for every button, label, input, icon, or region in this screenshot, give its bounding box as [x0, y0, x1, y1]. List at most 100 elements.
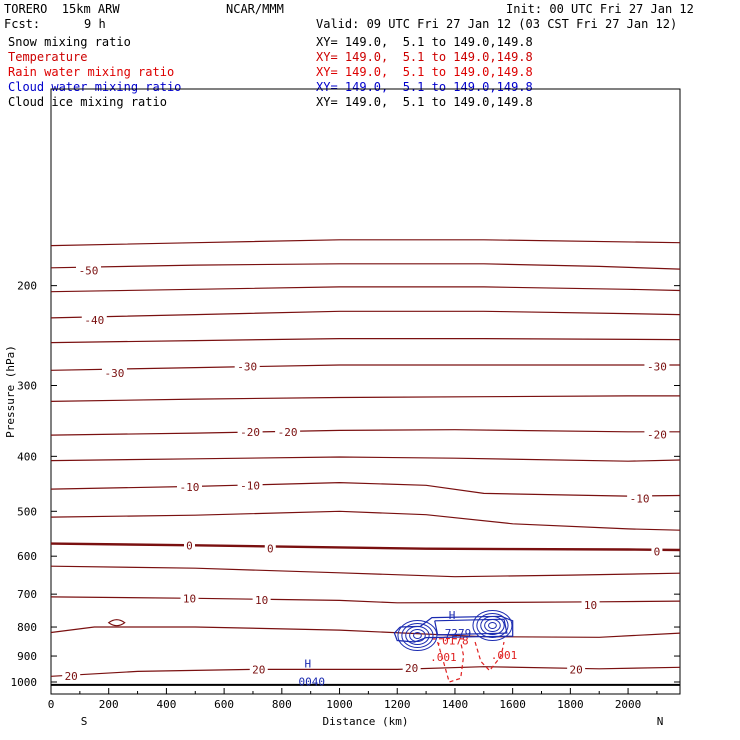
- rain-water-contour: [431, 637, 467, 640]
- temperature-label: -20: [240, 426, 260, 439]
- temperature-label-bg: [264, 542, 276, 555]
- temperature-label: 20: [405, 662, 418, 675]
- field-name-rain: Rain water mixing ratio: [8, 65, 175, 79]
- cloud-water-min-value: 0040: [299, 676, 326, 689]
- y-tick-label: 1000: [11, 676, 38, 689]
- temperature-label: -10: [180, 481, 200, 494]
- temperature-contour: [50, 364, 680, 371]
- organization: NCAR/MMM: [226, 2, 284, 16]
- x-end-label-south: S: [81, 715, 88, 728]
- field-xy-rain: XY= 149.0, 5.1 to 149.0,149.8: [316, 65, 533, 79]
- cloud-water-contour: [434, 618, 508, 636]
- temperature-label: -10: [240, 479, 260, 492]
- y-tick-label: 500: [17, 505, 37, 518]
- x-tick-label: 400: [156, 698, 176, 711]
- temperature-label: 0: [186, 540, 193, 553]
- temperature-label: -30: [647, 361, 667, 374]
- cloud-water-cell-ring: [476, 612, 509, 638]
- temperature-contour: [50, 481, 681, 497]
- x-end-label-north: N: [657, 715, 664, 728]
- temperature-eddy: [107, 619, 126, 627]
- temperature-label-bg: [183, 539, 195, 552]
- cloud-water-cell-ring: [409, 629, 426, 643]
- rain-water-contour: [437, 641, 465, 683]
- temperature-label: 10: [584, 599, 597, 612]
- temperature-contour: [50, 542, 681, 552]
- temperature-label-bg: [581, 599, 600, 612]
- cloud-water-cell-ring: [405, 626, 430, 646]
- cloud-water-cell-ring: [413, 632, 422, 640]
- temperature-label-bg: [234, 360, 260, 373]
- rain-water-label: .001: [430, 651, 457, 664]
- temperature-contour: [50, 666, 681, 677]
- temperature-contour: [50, 429, 680, 436]
- field-name-temperature: Temperature: [8, 50, 88, 64]
- plot-frame: [50, 88, 681, 695]
- x-tick-label: 1000: [326, 698, 353, 711]
- cloud-water-cell-ring: [401, 623, 434, 649]
- temperature-label-bg: [644, 428, 670, 441]
- temperature-label: -50: [79, 264, 99, 277]
- forecast-hours: 9 h: [84, 17, 106, 31]
- temperature-label-bg: [651, 545, 663, 558]
- x-tick-label: 1800: [557, 698, 584, 711]
- cloud-water-cell-ring: [472, 609, 513, 641]
- y-tick-label: 600: [17, 550, 37, 563]
- field-name-cloud-water: Cloud water mixing ratio: [8, 80, 182, 94]
- temperature-label-bg: [62, 670, 81, 683]
- cloud-water-min-marker: H: [304, 658, 311, 671]
- y-axis-title: Pressure (hPa): [4, 345, 17, 438]
- cloud-water-contour: [393, 615, 514, 643]
- temperature-label: -30: [105, 367, 125, 380]
- temperature-contour: [50, 310, 681, 319]
- temperature-label-bg: [176, 480, 202, 493]
- temperature-contour: [50, 510, 681, 531]
- cloud-water-cell-ring: [488, 621, 497, 629]
- temperature-label: -40: [84, 314, 104, 327]
- valid-time: Valid: 09 UTC Fri 27 Jan 12 (03 CST Fri …: [316, 17, 678, 31]
- temperature-label-bg: [402, 662, 421, 675]
- temperature-label-bg: [76, 264, 102, 277]
- temperature-label: 20: [252, 664, 265, 677]
- field-xy-cloud-ice: XY= 149.0, 5.1 to 149.0,149.8: [316, 95, 533, 109]
- y-tick-label: 400: [17, 450, 37, 463]
- rain-water-contour: [474, 641, 505, 672]
- field-xy-temperature: XY= 149.0, 5.1 to 149.0,149.8: [316, 50, 533, 64]
- temperature-label: -20: [278, 426, 298, 439]
- temperature-label-bg: [275, 425, 301, 438]
- init-time: Init: 00 UTC Fri 27 Jan 12: [506, 2, 694, 16]
- cloud-water-cell-ring: [397, 620, 438, 652]
- temperature-label-bg: [101, 366, 127, 379]
- temperature-label: 10: [255, 594, 268, 607]
- temperature-contour: [50, 338, 681, 344]
- temperature-contour: [50, 395, 680, 402]
- x-tick-label: 800: [272, 698, 292, 711]
- model-title: TORERO 15km ARW: [4, 2, 120, 16]
- temperature-contour: [50, 456, 681, 462]
- temperature-label-bg: [644, 360, 670, 373]
- temperature-contour: [50, 239, 681, 247]
- temperature-label: -30: [237, 361, 257, 374]
- temperature-label-bg: [81, 314, 107, 327]
- y-tick-label: 700: [17, 588, 37, 601]
- x-axis-title: Distance (km): [322, 715, 408, 728]
- field-name-cloud-ice: Cloud ice mixing ratio: [8, 95, 167, 109]
- x-tick-label: 200: [99, 698, 119, 711]
- x-tick-label: 2000: [615, 698, 642, 711]
- temperature-label: -10: [630, 493, 650, 506]
- x-tick-label: 1400: [442, 698, 469, 711]
- temperature-label: -20: [647, 428, 667, 441]
- y-tick-label: 900: [17, 650, 37, 663]
- x-tick-label: 1600: [499, 698, 526, 711]
- x-tick-label: 0: [48, 698, 55, 711]
- x-tick-label: 1200: [384, 698, 411, 711]
- temperature-contour: [50, 565, 681, 578]
- cloud-water-max-value: 7279: [445, 627, 472, 640]
- temperature-label: 20: [570, 663, 583, 676]
- temperature-contour: [50, 263, 681, 270]
- y-tick-label: 800: [17, 621, 37, 634]
- temperature-contour: [50, 626, 681, 638]
- forecast-label: Fcst:: [4, 17, 41, 31]
- temperature-label-bg: [180, 592, 199, 605]
